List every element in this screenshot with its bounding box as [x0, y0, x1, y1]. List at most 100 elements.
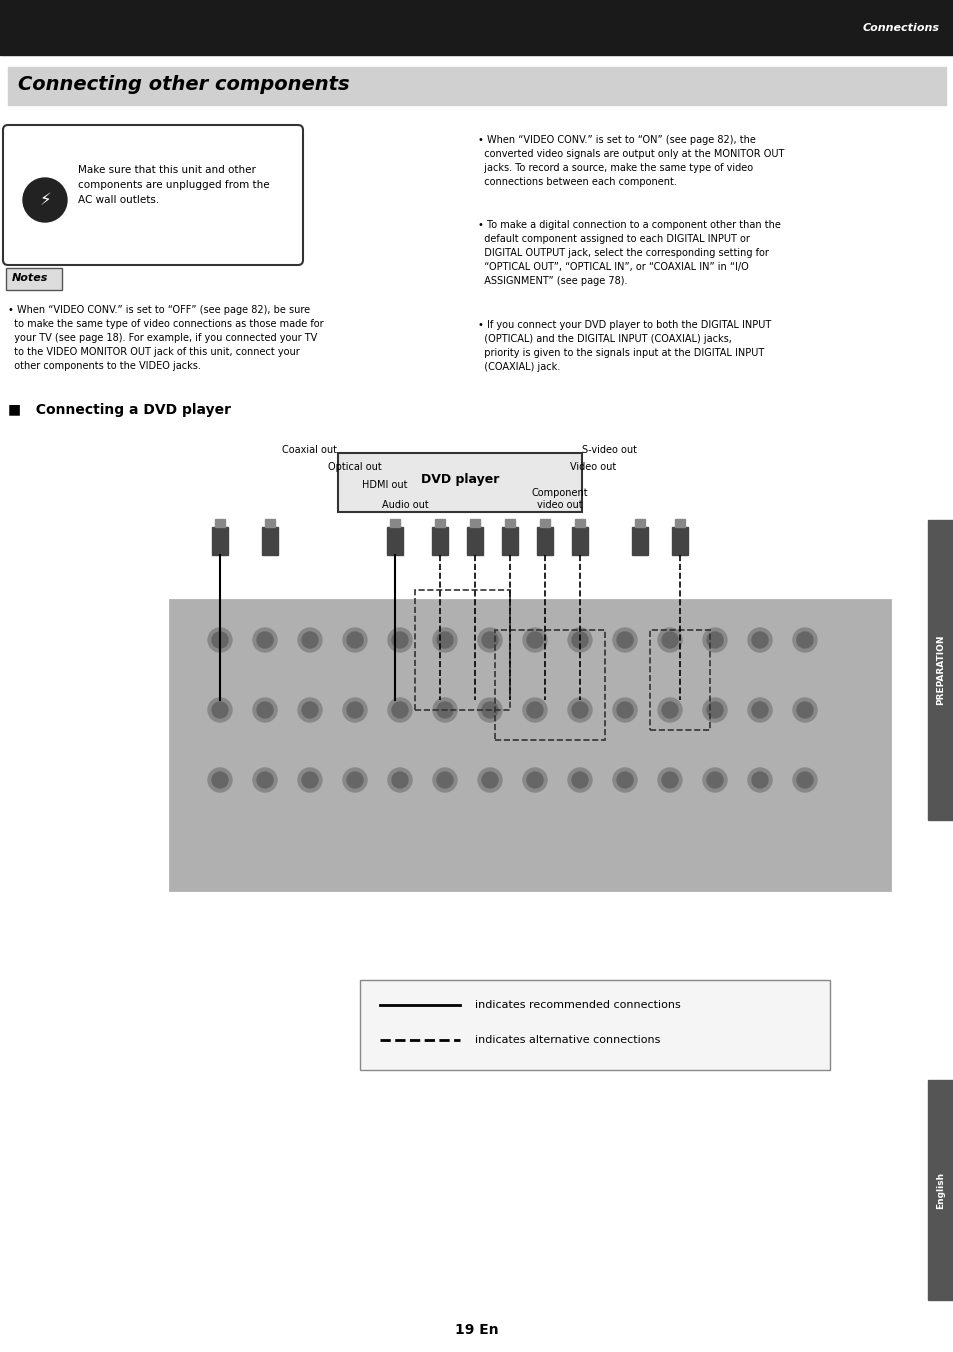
Circle shape	[253, 627, 276, 652]
Bar	[572, 527, 587, 556]
Circle shape	[792, 768, 816, 792]
Text: • To make a digital connection to a component other than the
  default component: • To make a digital connection to a comp…	[477, 220, 781, 287]
Circle shape	[572, 772, 587, 788]
Text: English: English	[936, 1171, 944, 1209]
Bar	[359, 980, 829, 1069]
Circle shape	[208, 768, 232, 792]
Circle shape	[702, 768, 726, 792]
Bar	[214, 519, 225, 527]
Bar	[675, 519, 684, 527]
Text: indicates recommended connections: indicates recommended connections	[475, 1000, 680, 1010]
Text: Connecting other components: Connecting other components	[18, 76, 349, 95]
Circle shape	[436, 772, 453, 788]
FancyBboxPatch shape	[337, 453, 581, 512]
Bar	[170, 600, 889, 890]
Circle shape	[567, 627, 592, 652]
Circle shape	[392, 702, 408, 718]
Circle shape	[661, 631, 678, 648]
Circle shape	[658, 768, 681, 792]
Circle shape	[392, 631, 408, 648]
Circle shape	[522, 627, 546, 652]
Circle shape	[702, 698, 726, 722]
Circle shape	[481, 772, 497, 788]
Bar	[390, 519, 399, 527]
Bar	[8, 68, 945, 105]
Circle shape	[433, 698, 456, 722]
Circle shape	[212, 772, 228, 788]
Circle shape	[613, 698, 637, 722]
Bar	[387, 527, 402, 556]
Circle shape	[792, 627, 816, 652]
Circle shape	[256, 772, 273, 788]
Bar	[649, 630, 709, 730]
Circle shape	[661, 702, 678, 718]
Circle shape	[436, 702, 453, 718]
Circle shape	[392, 772, 408, 788]
Circle shape	[796, 772, 812, 788]
Text: ■   Connecting a DVD player: ■ Connecting a DVD player	[8, 403, 231, 416]
Circle shape	[297, 627, 322, 652]
Circle shape	[433, 768, 456, 792]
Circle shape	[297, 698, 322, 722]
Bar	[927, 521, 953, 821]
Bar	[212, 527, 228, 556]
Bar	[575, 519, 584, 527]
Circle shape	[388, 627, 412, 652]
Circle shape	[526, 702, 542, 718]
Circle shape	[253, 768, 276, 792]
Text: Audio out: Audio out	[381, 500, 428, 510]
Circle shape	[302, 702, 317, 718]
Circle shape	[388, 698, 412, 722]
FancyBboxPatch shape	[3, 124, 303, 265]
Text: Optical out: Optical out	[328, 462, 381, 472]
Circle shape	[751, 702, 767, 718]
Circle shape	[658, 627, 681, 652]
Bar	[539, 519, 550, 527]
Text: DVD player: DVD player	[420, 473, 498, 487]
FancyBboxPatch shape	[6, 268, 62, 289]
Circle shape	[522, 698, 546, 722]
Circle shape	[572, 631, 587, 648]
Circle shape	[706, 631, 722, 648]
Circle shape	[661, 772, 678, 788]
Bar	[8, 68, 945, 105]
Bar	[265, 519, 274, 527]
Circle shape	[481, 631, 497, 648]
Circle shape	[751, 772, 767, 788]
Text: 19 En: 19 En	[455, 1324, 498, 1337]
Circle shape	[751, 631, 767, 648]
Circle shape	[477, 768, 501, 792]
Text: ⚡: ⚡	[39, 191, 51, 210]
Text: S-video out: S-video out	[582, 445, 637, 456]
Circle shape	[433, 627, 456, 652]
Circle shape	[347, 702, 363, 718]
Circle shape	[572, 702, 587, 718]
Bar	[0, 0, 953, 55]
Bar	[495, 630, 604, 740]
Circle shape	[212, 702, 228, 718]
Text: • When “VIDEO CONV.” is set to “ON” (see page 82), the
  converted video signals: • When “VIDEO CONV.” is set to “ON” (see…	[477, 135, 783, 187]
Bar	[435, 519, 444, 527]
Circle shape	[481, 702, 497, 718]
Text: indicates alternative connections: indicates alternative connections	[475, 1036, 659, 1045]
Circle shape	[436, 631, 453, 648]
Bar	[537, 527, 553, 556]
Circle shape	[253, 698, 276, 722]
Circle shape	[613, 768, 637, 792]
Circle shape	[302, 772, 317, 788]
Circle shape	[706, 772, 722, 788]
Bar	[927, 1080, 953, 1301]
Circle shape	[477, 627, 501, 652]
Text: Coaxial out: Coaxial out	[282, 445, 337, 456]
Text: Video out: Video out	[569, 462, 616, 472]
Circle shape	[702, 627, 726, 652]
Circle shape	[526, 772, 542, 788]
Bar	[415, 589, 510, 710]
Circle shape	[526, 631, 542, 648]
Bar	[432, 527, 448, 556]
Circle shape	[613, 627, 637, 652]
Circle shape	[522, 768, 546, 792]
Bar	[501, 527, 517, 556]
Circle shape	[617, 772, 633, 788]
Bar	[671, 527, 687, 556]
